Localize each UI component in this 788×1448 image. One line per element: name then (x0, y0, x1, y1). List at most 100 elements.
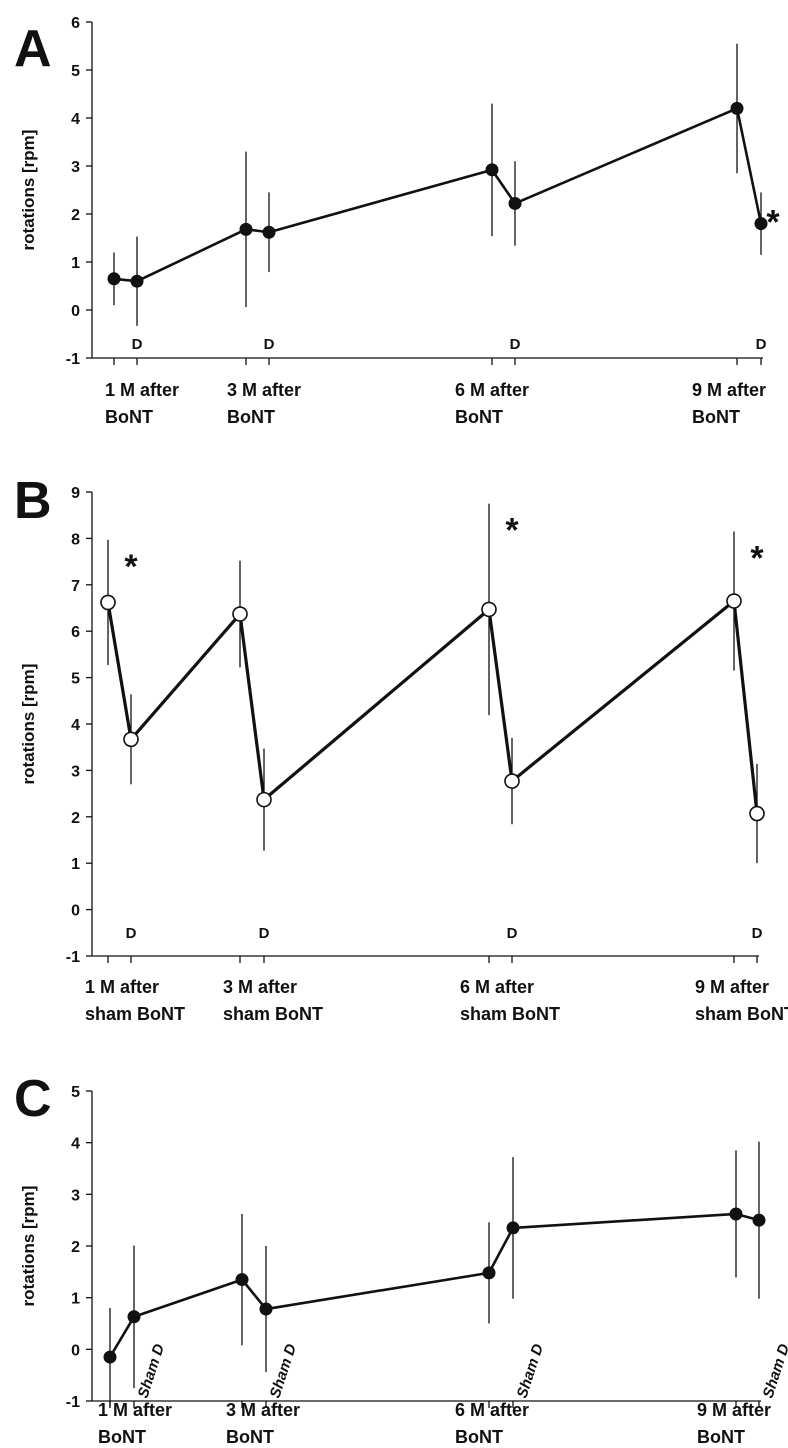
x-category-line-2: BoNT (105, 407, 153, 427)
significance-star: * (505, 512, 519, 550)
x-category-line-2: sham BoNT (460, 1004, 560, 1024)
x-category-label: 3 M after BoNT (226, 1400, 300, 1447)
data-point (730, 101, 744, 115)
point-label: D (510, 336, 521, 353)
x-category-line-2: BoNT (692, 407, 740, 427)
data-point (107, 272, 121, 286)
panel-b: B -1 0 1 2 3 4 5 6 7 8 9 rotations [rpm] 1 M after sha… (14, 472, 788, 1024)
significance-star: * (750, 539, 764, 577)
x-category-label: 9 M after sham BoNT (695, 977, 788, 1024)
y-axis-label: rotations [rpm] (19, 1186, 38, 1307)
point-label: D (126, 925, 137, 942)
data-point (232, 606, 248, 622)
point-label: D (507, 925, 518, 942)
panel-letter: C (14, 1070, 52, 1128)
y-tick-label: 8 (71, 531, 80, 548)
data-point (239, 222, 253, 236)
data-point (482, 1266, 496, 1280)
y-tick-label: 2 (71, 1239, 80, 1256)
x-category-line-2: BoNT (227, 407, 275, 427)
point-label: D (264, 336, 275, 353)
x-category-line-2: sham BoNT (695, 1004, 788, 1024)
series-line (108, 1212, 760, 1358)
data-point (235, 1273, 249, 1287)
x-category-line-1: 9 M after (697, 1400, 771, 1420)
y-tick-label: -1 (66, 1394, 80, 1411)
y-tick-label: 1 (71, 255, 80, 272)
x-category-line-2: BoNT (226, 1427, 274, 1447)
x-category-line-1: 9 M after (695, 977, 769, 997)
point-label: D (752, 925, 763, 942)
data-point (481, 601, 497, 618)
x-category-line-2: BoNT (98, 1427, 146, 1447)
data-point (130, 274, 144, 288)
data-point (754, 217, 768, 231)
series-line (113, 107, 763, 283)
x-category-label: 3 M after BoNT (227, 380, 301, 427)
data-point (100, 594, 116, 611)
significance-star: * (124, 548, 138, 586)
x-category-label: 1 M after BoNT (105, 380, 179, 427)
x-category-line-1: 3 M after (226, 1400, 300, 1420)
x-category-line-1: 9 M after (692, 380, 766, 400)
y-tick-label: 4 (71, 1136, 80, 1153)
data-point (504, 773, 520, 789)
y-tick-label: -1 (66, 351, 80, 368)
x-category-line-1: 3 M after (227, 380, 301, 400)
data-point (103, 1350, 117, 1364)
x-category-line-1: 6 M after (455, 1400, 529, 1420)
data-point (256, 791, 272, 808)
panel-letter: A (14, 20, 52, 78)
x-category-line-2: BoNT (697, 1427, 745, 1447)
series-line (106, 599, 759, 814)
y-tick-label: 5 (71, 63, 80, 80)
x-category-line-1: 1 M after (98, 1400, 172, 1420)
y-tick-label: 1 (71, 856, 80, 873)
x-category-label: 1 M after sham BoNT (85, 977, 185, 1024)
y-tick-label: 5 (71, 1084, 80, 1101)
y-tick-label: 2 (71, 810, 80, 827)
x-category-label: 3 M after sham BoNT (223, 977, 323, 1024)
y-tick-label: 1 (71, 1291, 80, 1308)
x-category-line-1: 6 M after (460, 977, 534, 997)
x-category-label: 9 M after BoNT (697, 1400, 771, 1447)
significance-star: * (766, 204, 780, 242)
data-point (262, 225, 276, 239)
data-point (508, 196, 522, 210)
y-tick-label: 3 (71, 1187, 80, 1204)
data-point (259, 1302, 273, 1316)
y-tick-label: 0 (71, 903, 80, 920)
y-tick-label: 3 (71, 159, 80, 176)
y-tick-label: 0 (71, 303, 80, 320)
y-tick-label: 6 (71, 624, 80, 641)
data-point (506, 1221, 520, 1235)
y-axis-label: rotations [rpm] (19, 664, 38, 785)
point-label: D (259, 925, 270, 942)
x-category-line-2: sham BoNT (223, 1004, 323, 1024)
x-category-label: 6 M after BoNT (455, 1400, 529, 1447)
x-category-label: 6 M after BoNT (455, 380, 529, 427)
y-tick-label: -1 (66, 949, 80, 966)
data-point (485, 163, 499, 177)
point-label: Sham D (760, 1342, 788, 1401)
panel-letter: B (14, 472, 52, 530)
x-category-label: 9 M after BoNT (692, 380, 766, 427)
x-category-line-2: BoNT (455, 407, 503, 427)
x-category-label: 6 M after sham BoNT (460, 977, 560, 1024)
point-label: D (756, 336, 767, 353)
y-axis-label: rotations [rpm] (19, 130, 38, 251)
x-category-line-1: 6 M after (455, 380, 529, 400)
x-category-line-1: 1 M after (105, 380, 179, 400)
data-point (752, 1213, 766, 1227)
y-tick-label: 0 (71, 1342, 80, 1359)
y-tick-label: 4 (71, 717, 80, 734)
data-point (123, 731, 139, 748)
y-tick-label: 5 (71, 671, 80, 688)
x-category-line-2: sham BoNT (85, 1004, 185, 1024)
data-point (729, 1207, 743, 1221)
y-tick-label: 7 (71, 578, 80, 595)
y-tick-label: 9 (71, 485, 80, 502)
